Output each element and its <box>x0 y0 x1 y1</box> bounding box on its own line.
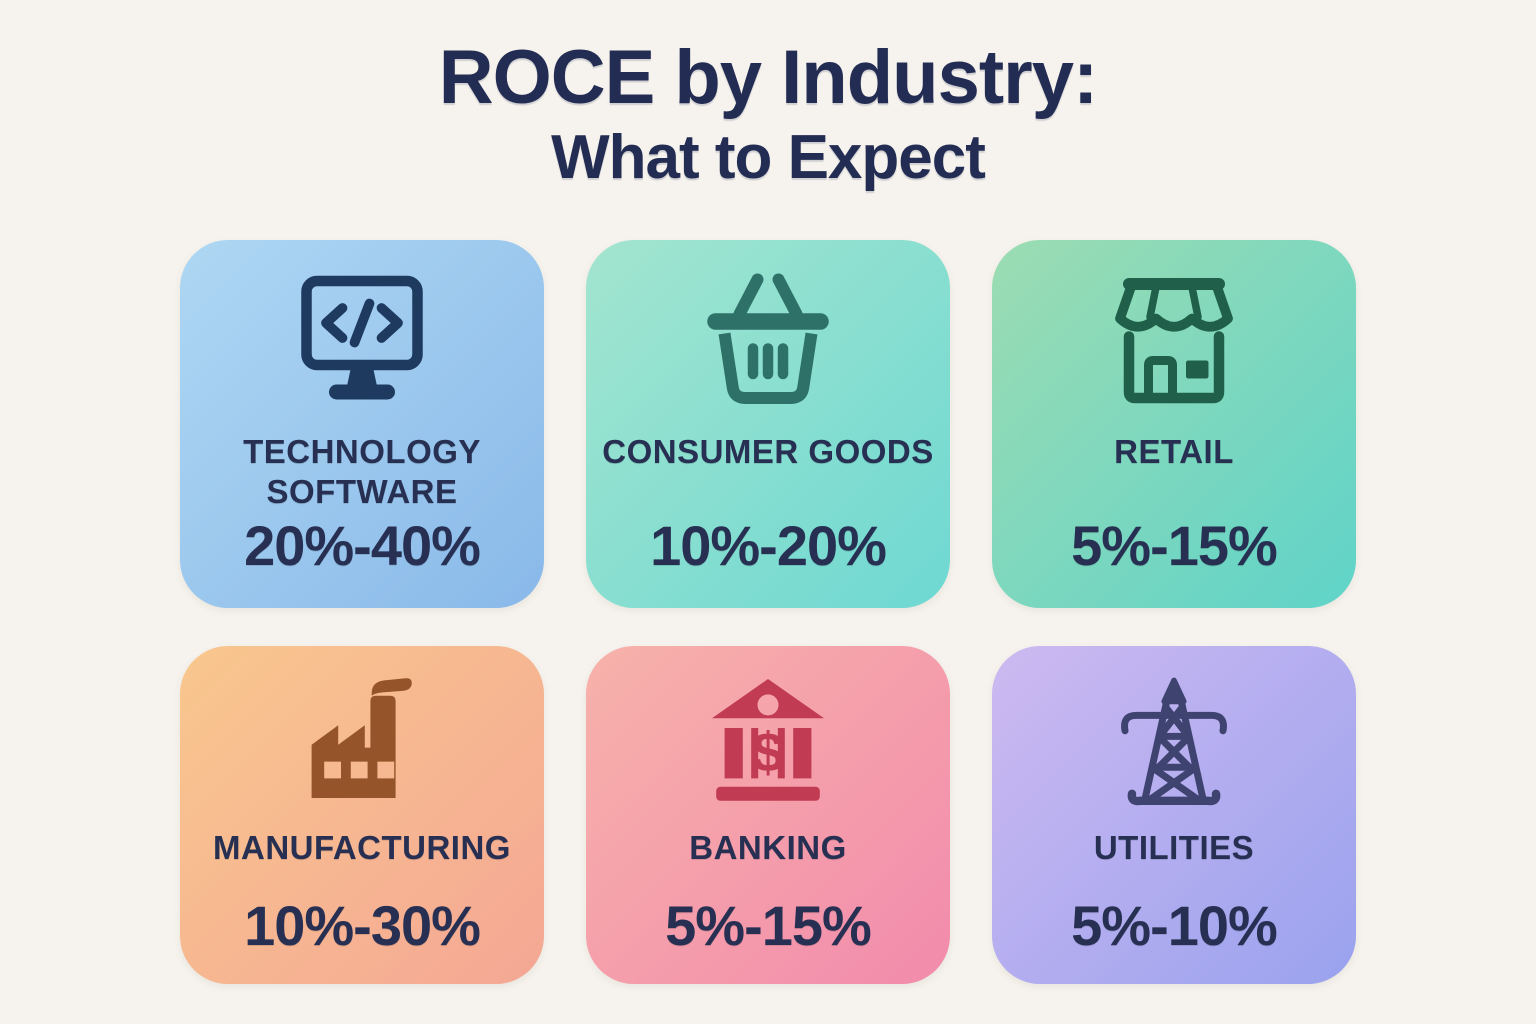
card-manufacturing: MANUFACTURING 10%-30% <box>180 646 544 984</box>
card-roce-range: 5%-10% <box>1071 894 1278 957</box>
card-roce-range: 20%-40% <box>244 514 481 577</box>
cards-row-top: TECHNOLOGY SOFTWARE 20%-40% CONSUMER G <box>180 240 1356 608</box>
power-tower-icon <box>1104 672 1244 812</box>
cards-grid: TECHNOLOGY SOFTWARE 20%-40% CONSUMER G <box>180 240 1356 984</box>
card-label: MANUFACTURING <box>213 829 511 866</box>
card-banking: $ BANKING 5%-15% <box>586 646 950 984</box>
card-label: UTILITIES <box>1093 829 1255 866</box>
card-utilities: UTILITIES 5%-10% <box>992 646 1356 984</box>
card-label: CONSUMER GOODS <box>602 433 934 470</box>
card-roce-range: 10%-30% <box>244 894 481 957</box>
card-consumer-goods: CONSUMER GOODS 10%-20% <box>586 240 950 608</box>
page-subtitle: What to Expect <box>551 123 986 192</box>
svg-text:$: $ <box>752 720 783 783</box>
card-roce-range: 5%-15% <box>1071 514 1278 577</box>
card-label: TECHNOLOGY SOFTWARE <box>243 433 481 510</box>
card-technology-software: TECHNOLOGY SOFTWARE 20%-40% <box>180 240 544 608</box>
shopping-basket-icon <box>693 266 843 416</box>
factory-icon <box>292 672 432 812</box>
card-roce-range: 5%-15% <box>665 894 872 957</box>
header: ROCE by Industry: What to Expect <box>0 0 1536 192</box>
monitor-code-icon <box>287 266 437 416</box>
card-label: BANKING <box>689 829 847 866</box>
bank-icon: $ <box>698 672 838 812</box>
page-title: ROCE by Industry: <box>438 35 1099 120</box>
card-label: RETAIL <box>1114 433 1234 470</box>
card-roce-range: 10%-20% <box>650 514 887 577</box>
cards-row-bottom: MANUFACTURING 10%-30% $ BANKING <box>180 646 1356 984</box>
card-retail: RETAIL 5%-15% <box>992 240 1356 608</box>
storefront-icon <box>1099 266 1249 416</box>
